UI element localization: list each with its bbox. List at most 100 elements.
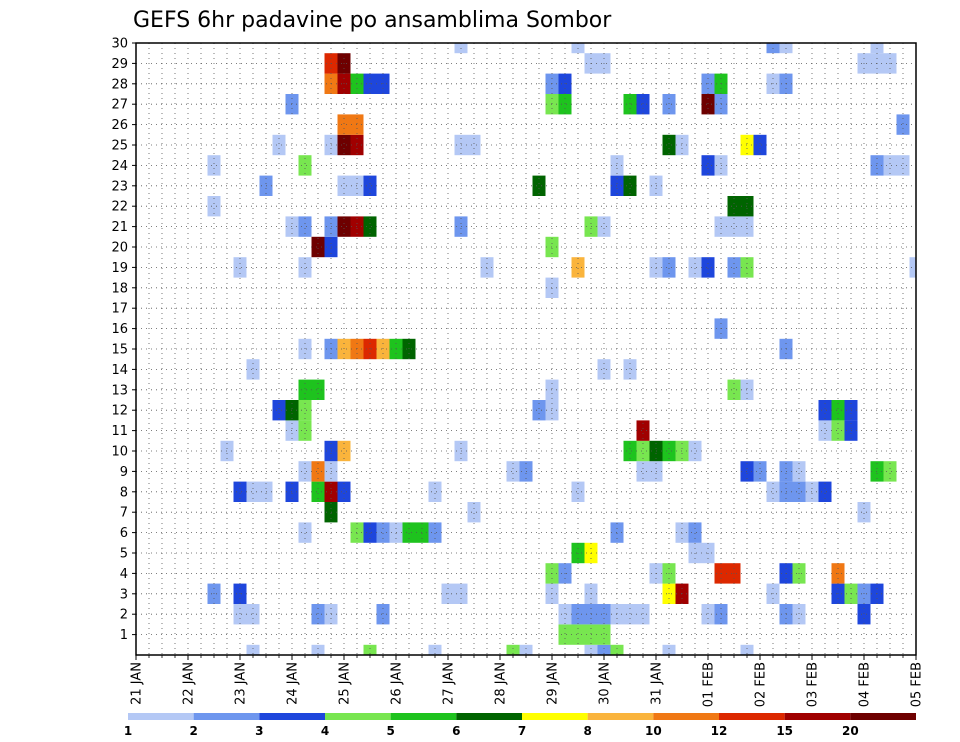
y-tick-label: 28 (111, 77, 128, 92)
heatmap-cell (558, 94, 572, 115)
heatmap-cell (727, 257, 741, 278)
heatmap-cell (363, 175, 377, 196)
heatmap-cell (246, 359, 260, 380)
heatmap-cell (571, 624, 585, 645)
heatmap-cell (571, 604, 585, 625)
heatmap-cell (506, 644, 520, 655)
heatmap-cell (337, 175, 351, 196)
heatmap-cell (701, 155, 715, 176)
colorbar-label: 12 (711, 724, 728, 738)
colorbar-label: 20 (842, 724, 859, 738)
y-tick-label: 15 (111, 343, 128, 358)
heatmap-cell (688, 257, 702, 278)
colorbar-swatch (325, 713, 391, 720)
heatmap-cell (831, 420, 845, 441)
heatmap-cell (766, 481, 780, 502)
y-tick-label: 6 (120, 526, 128, 541)
heatmap-cell (298, 461, 312, 482)
y-tick-label: 23 (111, 179, 128, 194)
heatmap-cell (298, 400, 312, 421)
grid-layer (136, 43, 916, 655)
colorbar-swatch (522, 713, 588, 720)
y-tick-label: 22 (111, 200, 128, 215)
heatmap-cell (311, 379, 325, 400)
heatmap-cell (623, 359, 637, 380)
heatmap-cell (792, 481, 806, 502)
heatmap-cell (636, 94, 650, 115)
heatmap-cell (623, 440, 637, 462)
heatmap-cell (233, 604, 247, 625)
colorbar-label: 15 (776, 724, 793, 738)
chart-title: GEFS 6hr padavine po ansamblima Sombor (133, 8, 612, 33)
heatmap-cell (701, 604, 715, 625)
heatmap-cell (597, 624, 611, 645)
colorbar-swatch (456, 713, 522, 720)
heatmap-cell (298, 522, 312, 543)
heatmap-cell (883, 155, 897, 176)
y-tick-label: 2 (120, 608, 128, 623)
y-tick-label: 10 (111, 445, 128, 460)
heatmap-cell (337, 114, 351, 135)
heatmap-cell (363, 644, 377, 655)
heatmap-cell (623, 175, 637, 196)
y-tick-label: 12 (111, 404, 128, 419)
x-axis: 21 JAN 22 JAN 23 JAN 24 JAN 25 JAN 26 JAN 27 J… (130, 655, 925, 707)
heatmap-cell (727, 216, 741, 237)
heatmap-cell (337, 481, 351, 502)
heatmap-cell (363, 522, 377, 543)
heatmap-cell (831, 400, 845, 421)
heatmap-cell (207, 196, 221, 217)
heatmap-cell (311, 644, 325, 655)
colorbar-label: 6 (452, 724, 460, 738)
heatmap-cell (311, 461, 325, 482)
heatmap-cell (818, 400, 832, 421)
heatmap-cell (571, 481, 585, 502)
colorbar-swatch (719, 713, 785, 720)
heatmap-cell (662, 134, 676, 156)
heatmap-cell (636, 420, 650, 441)
heatmap-cell (818, 481, 832, 502)
heatmap-cell (597, 359, 611, 380)
x-tick-label: 26 JAN (390, 662, 405, 705)
heatmap-cell (298, 257, 312, 278)
colorbar-label: 7 (518, 724, 526, 738)
colorbar-label: 5 (386, 724, 394, 738)
heatmap-cell (428, 481, 442, 502)
heatmap-cell (688, 522, 702, 543)
heatmap-cell (467, 134, 481, 156)
y-tick-label: 17 (111, 302, 128, 317)
heatmap-cell (636, 461, 650, 482)
x-tick-label: 29 JAN (546, 662, 561, 705)
heatmap-cell (246, 481, 260, 502)
y-tick-label: 25 (111, 139, 128, 154)
heatmap-cell (337, 440, 351, 462)
colorbar-label: 3 (255, 724, 263, 738)
heatmap-cell (311, 604, 325, 625)
x-tick-label: 23 JAN (234, 662, 249, 705)
heatmap-cell (246, 604, 260, 625)
heatmap-cell (363, 216, 377, 237)
heatmap-cell (584, 644, 598, 655)
heatmap-cell (610, 644, 624, 655)
heatmap-cell (753, 461, 767, 482)
heatmap-cell (428, 644, 442, 655)
x-tick-label: 05 FEB (910, 662, 925, 707)
heatmap-cell (246, 644, 260, 655)
heatmap-cell (597, 644, 611, 655)
heatmap-cell (571, 257, 585, 278)
heatmap-cell (337, 216, 351, 237)
heatmap-cell (857, 604, 871, 625)
heatmap-cell (597, 604, 611, 625)
heatmap-cell (272, 134, 286, 156)
heatmap-cell (662, 440, 676, 462)
x-tick-label: 03 FEB (806, 662, 821, 707)
y-tick-label: 1 (120, 628, 128, 643)
y-tick-label: 14 (111, 363, 128, 378)
heatmap-cell (701, 94, 715, 115)
heatmap-cell (623, 604, 637, 625)
x-tick-label: 24 JAN (286, 662, 301, 705)
heatmap-cell (636, 604, 650, 625)
colorbar: 1 2 3 4 5 6 7 8 10 12 15 20 (124, 713, 916, 738)
heatmap-cell (558, 624, 572, 645)
